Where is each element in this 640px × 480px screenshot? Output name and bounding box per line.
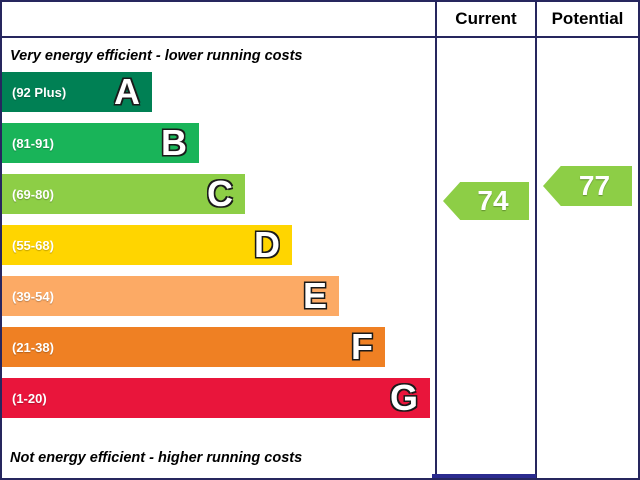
potential-column-header: Potential (535, 2, 638, 38)
band-letter: G (389, 377, 418, 418)
band-chart-area: Very energy efficient - lower running co… (2, 38, 435, 478)
band-letter: B (161, 122, 187, 163)
band-bar: (69-80) C (2, 174, 245, 214)
band-row: (39-54) E (2, 276, 435, 327)
top-caption: Very energy efficient - lower running co… (10, 48, 303, 64)
band-bar: (21-38) F (2, 327, 385, 367)
band-row: (21-38) F (2, 327, 435, 378)
band-range-label: (69-80) (12, 186, 54, 202)
band-range-label: (21-38) (12, 339, 54, 355)
band-letter: A (114, 71, 140, 112)
band-letter: E (302, 275, 327, 316)
band-range-label: (92 Plus) (12, 84, 67, 100)
current-column: 74 (435, 38, 535, 478)
band-row: (1-20) G (2, 378, 435, 429)
band-range-label: (1-20) (12, 390, 47, 406)
band-bar: (39-54) E (2, 276, 339, 316)
band-row: (92 Plus) A (2, 72, 435, 123)
current-rating-value: 74 (477, 185, 509, 216)
band-row: (69-80) C (2, 174, 435, 225)
band-letter: F (351, 326, 373, 367)
band-bar: (81-91) B (2, 123, 199, 163)
potential-rating-arrow: 77 (543, 166, 632, 206)
band-letter: C (207, 173, 233, 214)
band-range-label: (81-91) (12, 135, 54, 151)
band-bar: (55-68) D (2, 225, 292, 265)
band-row: (55-68) D (2, 225, 435, 276)
current-rating-arrow: 74 (443, 182, 529, 220)
band-letter: D (254, 224, 280, 265)
band-range-label: (55-68) (12, 237, 54, 253)
footer-strip (432, 474, 536, 478)
bands: (92 Plus) A (81-91) B (69-80) C (55-68) … (2, 72, 435, 429)
current-column-header: Current (435, 2, 535, 38)
potential-rating-value: 77 (578, 170, 611, 201)
header-spacer (2, 2, 435, 38)
potential-column: 77 (535, 38, 638, 478)
bottom-caption: Not energy efficient - higher running co… (10, 450, 303, 466)
band-bar: (92 Plus) A (2, 72, 152, 112)
band-bar: (1-20) G (2, 378, 430, 418)
band-range-label: (39-54) (12, 288, 54, 304)
band-row: (81-91) B (2, 123, 435, 174)
